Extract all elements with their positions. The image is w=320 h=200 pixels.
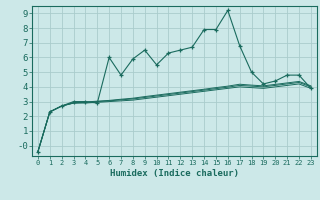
X-axis label: Humidex (Indice chaleur): Humidex (Indice chaleur) bbox=[110, 169, 239, 178]
